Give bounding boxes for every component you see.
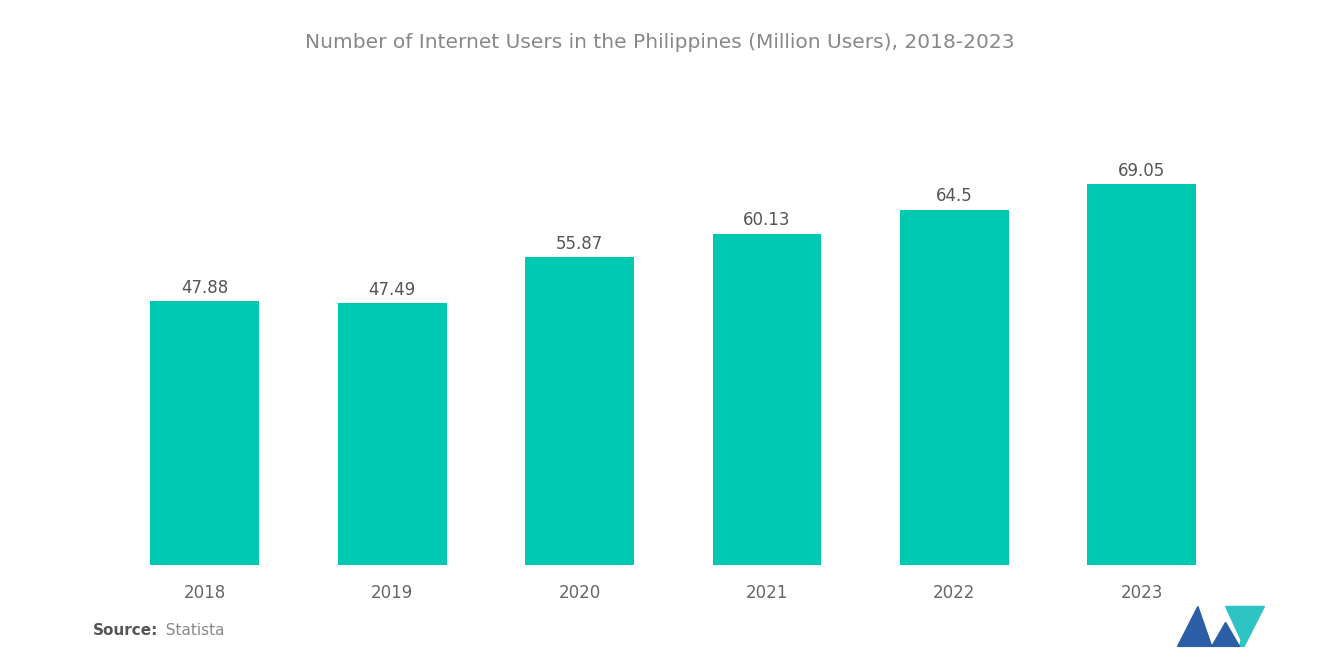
Bar	[1088, 184, 1196, 565]
Polygon shape	[1225, 606, 1265, 646]
Text: 55.87: 55.87	[556, 235, 603, 253]
Bar	[525, 257, 634, 565]
Text: 47.88: 47.88	[181, 279, 228, 297]
Text: 64.5: 64.5	[936, 187, 973, 205]
Text: 47.49: 47.49	[368, 281, 416, 299]
Text: Number of Internet Users in the Philippines (Million Users), 2018-2023: Number of Internet Users in the Philippi…	[305, 33, 1015, 53]
Bar	[150, 301, 259, 565]
Bar	[713, 233, 821, 565]
Bar	[900, 209, 1008, 565]
Text: Statista: Statista	[156, 623, 224, 638]
Text: 69.05: 69.05	[1118, 162, 1166, 180]
Polygon shape	[1212, 622, 1239, 646]
Text: 60.13: 60.13	[743, 211, 791, 229]
Text: Source:: Source:	[92, 623, 158, 638]
Polygon shape	[1239, 638, 1243, 646]
Polygon shape	[1177, 606, 1212, 646]
Bar	[338, 303, 446, 565]
